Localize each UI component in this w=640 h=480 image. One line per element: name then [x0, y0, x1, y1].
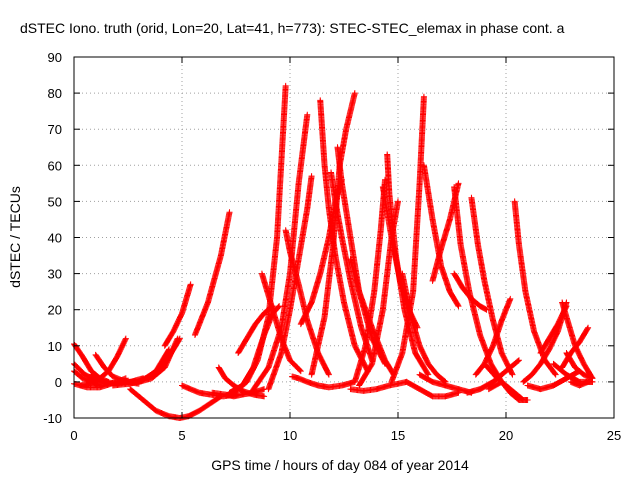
data-point — [176, 335, 183, 342]
data-series-arc — [209, 386, 268, 400]
data-series-arc — [135, 335, 183, 385]
data-series-arc — [289, 373, 358, 391]
data-series-arc — [191, 209, 233, 338]
data-series-arc — [265, 173, 315, 393]
data-point — [304, 111, 311, 118]
data-point — [176, 336, 183, 343]
data-series-arc — [328, 169, 376, 364]
data-point — [276, 303, 283, 310]
data-point — [325, 371, 332, 378]
data-point — [275, 303, 282, 310]
data-point — [122, 336, 129, 343]
data-point — [296, 367, 303, 374]
data-series-arc — [230, 82, 289, 396]
data-point — [187, 281, 194, 288]
data-points — [71, 82, 596, 421]
data-point — [325, 370, 332, 377]
data-point — [261, 393, 268, 400]
data-point — [297, 368, 304, 375]
data-point — [226, 209, 233, 216]
data-point — [282, 82, 289, 89]
data-point — [308, 173, 315, 180]
data-series-arc — [127, 386, 183, 421]
data-point — [122, 335, 129, 342]
data-series-arc — [161, 281, 194, 349]
